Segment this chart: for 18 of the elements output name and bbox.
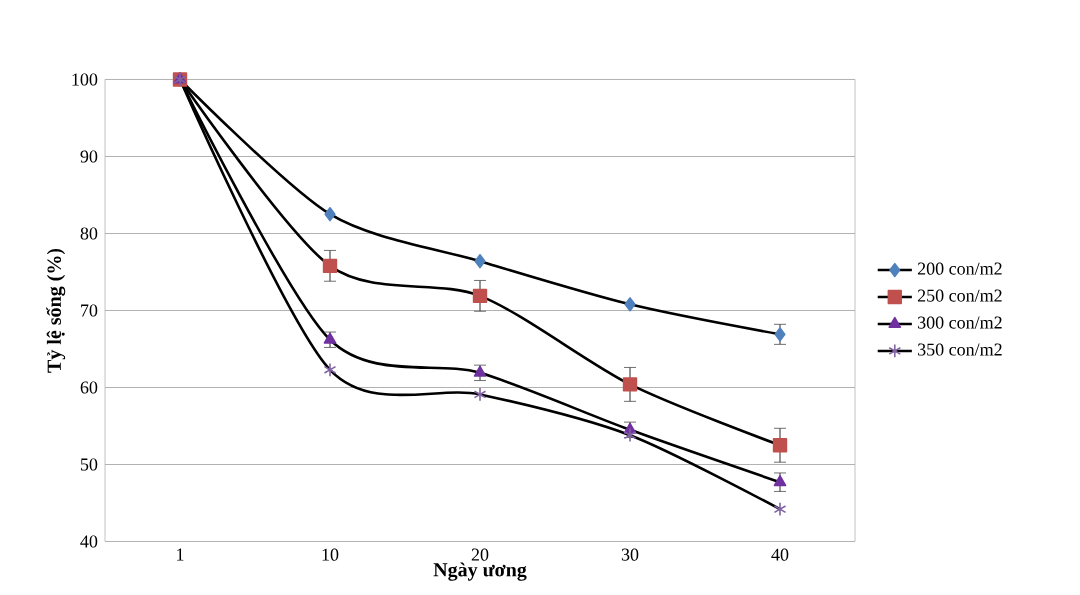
y-tick-label: 60	[80, 381, 98, 394]
legend-label: 250 con/m2	[917, 289, 1002, 302]
x-tick-label: 10	[322, 548, 339, 561]
legend-label: 350 con/m2	[918, 343, 1002, 356]
x-tick-label: 1	[177, 548, 184, 561]
x-axis-title: Ngày ương	[433, 562, 527, 581]
legend-label: 300 con/m2	[918, 316, 1002, 329]
y-axis-title: Tỷ lệ sống (%)	[46, 248, 66, 373]
y-tick-label: 90	[80, 150, 98, 163]
x-tick-label: 40	[771, 548, 789, 561]
legend-label: 200 con/m2	[917, 262, 1002, 275]
x-tick-label: 30	[621, 548, 639, 561]
x-tick-label: 20	[471, 548, 489, 561]
y-tick-label: 80	[80, 227, 98, 240]
y-tick-label: 40	[80, 535, 98, 548]
y-tick-label: 100	[72, 73, 98, 86]
y-tick-label: 70	[81, 304, 98, 317]
y-tick-label: 50	[80, 458, 98, 471]
